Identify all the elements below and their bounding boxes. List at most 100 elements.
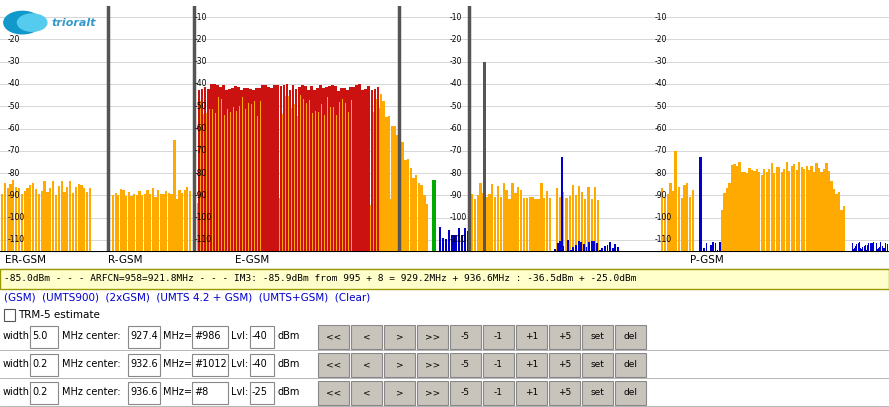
Bar bbox=[144, 194, 146, 251]
Bar bbox=[614, 244, 616, 251]
Bar bbox=[229, 186, 233, 251]
Bar bbox=[80, 185, 83, 251]
Text: -50: -50 bbox=[450, 102, 462, 111]
Bar bbox=[313, 90, 316, 251]
Text: 5.0: 5.0 bbox=[32, 331, 47, 341]
Bar bbox=[236, 197, 239, 251]
Bar bbox=[197, 203, 201, 251]
Text: -60: -60 bbox=[8, 124, 20, 133]
Text: -100: -100 bbox=[655, 213, 672, 222]
Text: -30: -30 bbox=[450, 57, 462, 66]
Text: >>: >> bbox=[425, 332, 440, 341]
Bar bbox=[578, 186, 581, 251]
Bar bbox=[29, 185, 31, 251]
Text: -10: -10 bbox=[8, 13, 20, 22]
Bar bbox=[301, 204, 304, 251]
Bar bbox=[852, 243, 853, 251]
Bar bbox=[250, 326, 274, 348]
Text: 936.6: 936.6 bbox=[130, 387, 157, 398]
Bar bbox=[210, 84, 212, 251]
Bar bbox=[407, 159, 409, 251]
Bar bbox=[796, 171, 797, 251]
Text: width: width bbox=[3, 387, 30, 398]
Text: -5: -5 bbox=[461, 388, 470, 397]
Bar bbox=[854, 248, 855, 251]
Text: P-GSM: P-GSM bbox=[690, 255, 724, 265]
Bar bbox=[131, 196, 132, 251]
Bar bbox=[292, 195, 294, 251]
Bar bbox=[452, 235, 453, 251]
Bar bbox=[803, 168, 805, 251]
Bar bbox=[60, 181, 63, 251]
Bar bbox=[328, 86, 331, 251]
Bar bbox=[192, 354, 228, 376]
Text: -40: -40 bbox=[195, 79, 207, 88]
Bar bbox=[318, 353, 349, 377]
Text: 927.4: 927.4 bbox=[130, 331, 157, 341]
Bar bbox=[375, 197, 379, 251]
Bar bbox=[450, 381, 481, 405]
Bar bbox=[77, 184, 80, 251]
Bar bbox=[412, 178, 415, 251]
Text: -60: -60 bbox=[450, 124, 462, 133]
Bar bbox=[117, 195, 119, 251]
Text: del: del bbox=[623, 360, 637, 369]
Bar bbox=[369, 205, 372, 251]
Bar bbox=[173, 200, 175, 251]
Bar bbox=[331, 85, 334, 251]
Bar bbox=[675, 188, 677, 251]
Text: >: > bbox=[396, 388, 404, 397]
Bar bbox=[615, 325, 646, 349]
Bar bbox=[479, 182, 482, 251]
Bar bbox=[259, 88, 261, 251]
Bar bbox=[488, 195, 491, 251]
Bar bbox=[364, 89, 367, 251]
Bar bbox=[741, 172, 743, 251]
Bar bbox=[266, 200, 268, 251]
Bar bbox=[612, 248, 613, 251]
Bar bbox=[786, 162, 788, 251]
Bar bbox=[259, 203, 262, 251]
Text: Lvl:: Lvl: bbox=[231, 331, 248, 341]
Bar bbox=[30, 354, 58, 376]
Text: -80: -80 bbox=[655, 168, 668, 177]
Text: -40: -40 bbox=[450, 79, 462, 88]
Text: #986: #986 bbox=[194, 331, 220, 341]
Bar bbox=[872, 243, 873, 251]
Text: -20: -20 bbox=[8, 35, 20, 44]
Text: -40: -40 bbox=[655, 79, 668, 88]
Bar bbox=[249, 192, 252, 251]
Bar bbox=[292, 85, 294, 251]
Bar bbox=[426, 204, 428, 251]
Bar bbox=[30, 326, 58, 348]
Bar bbox=[333, 189, 337, 251]
Bar bbox=[483, 62, 485, 251]
Bar bbox=[250, 382, 274, 404]
Bar bbox=[334, 85, 337, 251]
Bar bbox=[30, 382, 58, 404]
Text: -50: -50 bbox=[655, 102, 668, 111]
Bar bbox=[833, 189, 835, 251]
Bar bbox=[410, 168, 412, 251]
Bar bbox=[798, 162, 800, 251]
Bar bbox=[878, 248, 879, 251]
Bar bbox=[284, 203, 288, 251]
Text: 0.2: 0.2 bbox=[32, 387, 47, 398]
Text: (GSM)  (UMTS900)  (2xGSM)  (UMTS 4.2 + GSM)  (UMTS+GSM)  (Clear): (GSM) (UMTS900) (2xGSM) (UMTS 4.2 + GSM)… bbox=[4, 292, 370, 302]
Bar bbox=[885, 243, 886, 251]
Bar bbox=[606, 245, 608, 251]
Bar bbox=[586, 247, 588, 251]
Text: trioralt: trioralt bbox=[52, 18, 96, 28]
Bar bbox=[340, 193, 343, 251]
Bar bbox=[282, 205, 284, 251]
Bar bbox=[268, 87, 270, 251]
Bar bbox=[385, 195, 388, 251]
Bar bbox=[497, 186, 500, 251]
Bar bbox=[343, 88, 346, 251]
Bar bbox=[186, 187, 188, 251]
Text: Lvl:: Lvl: bbox=[231, 359, 248, 370]
Bar bbox=[865, 245, 866, 251]
Bar bbox=[12, 180, 14, 251]
Bar bbox=[415, 175, 418, 251]
Bar bbox=[72, 193, 74, 251]
